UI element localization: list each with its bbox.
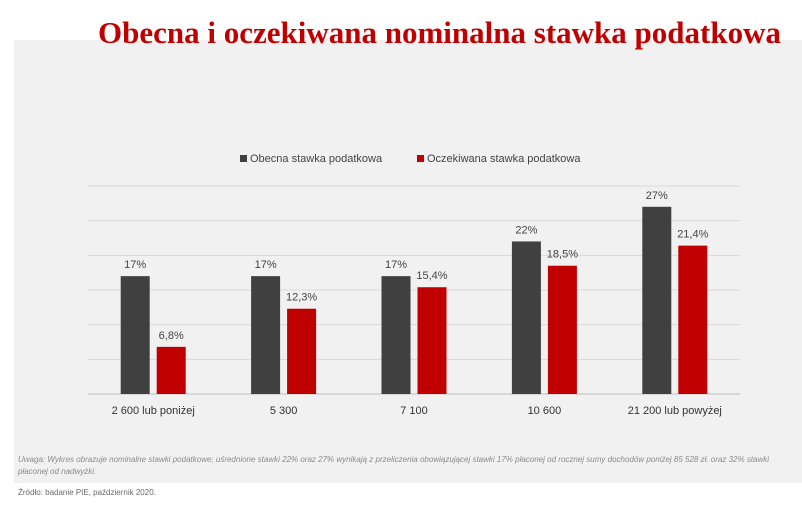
legend-current-swatch <box>240 155 247 162</box>
expected-rate-label: 15,4% <box>416 270 447 282</box>
x-tick-label: 7 100 <box>400 405 428 417</box>
current-rate-bar <box>511 241 541 394</box>
x-tick-label: 10 600 <box>528 405 562 417</box>
current-rate-bar <box>381 276 411 394</box>
x-tick-label: 21 200 lub powyżej <box>628 405 722 417</box>
chart-source: Źródło: badanie PIE, październik 2020. <box>18 488 156 497</box>
expected-rate-bar <box>287 308 317 394</box>
chart-note: Uwaga: Wykres obrazuje nominalne stawki … <box>18 455 770 476</box>
expected-rate-label: 6,8% <box>159 330 184 342</box>
current-rate-label: 27% <box>646 190 668 202</box>
expected-rate-label: 18,5% <box>547 249 578 261</box>
current-rate-label: 17% <box>255 259 277 271</box>
legend-expected-label: Oczekiwana stawka podatkowa <box>427 153 581 165</box>
expected-rate-bar <box>678 245 708 394</box>
current-rate-label: 22% <box>515 224 537 236</box>
current-rate-bar <box>120 276 150 394</box>
current-rate-bar <box>642 206 672 394</box>
x-tick-label: 5 300 <box>270 405 298 417</box>
expected-rate-label: 21,4% <box>677 229 708 241</box>
expected-rate-label: 12,3% <box>286 292 317 304</box>
current-rate-bar <box>251 276 281 394</box>
expected-rate-bar <box>547 265 577 394</box>
legend-expected-swatch <box>417 155 424 162</box>
chart-title: Obecna i oczekiwana nominalna stawka pod… <box>98 15 781 50</box>
legend-current-label: Obecna stawka podatkowa <box>250 153 383 165</box>
current-rate-label: 17% <box>385 259 407 271</box>
expected-rate-bar <box>417 287 447 394</box>
current-rate-label: 17% <box>124 259 146 271</box>
x-tick-label: 2 600 lub poniżej <box>112 405 195 417</box>
expected-rate-bar <box>156 346 186 394</box>
